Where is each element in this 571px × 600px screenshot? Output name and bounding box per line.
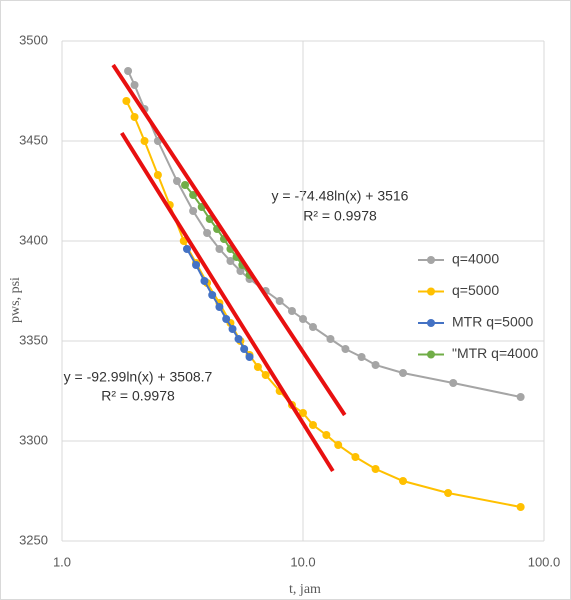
data-point <box>287 307 296 315</box>
data-point <box>253 363 262 371</box>
data-point <box>308 323 317 331</box>
data-point <box>245 353 254 361</box>
data-point <box>444 489 453 497</box>
data-point <box>228 325 237 333</box>
trend-equation: y = -92.99ln(x) + 3508.7 <box>64 369 213 385</box>
data-point <box>130 113 139 121</box>
data-point <box>299 409 307 417</box>
legend-marker <box>427 350 435 359</box>
data-point <box>172 177 181 185</box>
data-point <box>334 441 343 449</box>
data-point <box>215 303 224 311</box>
data-point <box>449 379 458 387</box>
data-point <box>299 315 307 323</box>
data-point <box>122 97 131 105</box>
legend-marker <box>427 256 435 264</box>
trend-equation: y = -74.48ln(x) + 3516 <box>272 188 409 204</box>
legend-label: q=4000 <box>452 251 499 267</box>
trend-line <box>111 63 347 417</box>
data-point <box>200 277 209 285</box>
data-point <box>203 229 212 237</box>
y-tick-label: 3450 <box>19 132 48 147</box>
data-point <box>516 393 525 401</box>
data-point <box>357 353 366 361</box>
y-tick-label: 3250 <box>19 532 48 547</box>
y-tick-label: 3300 <box>19 432 48 447</box>
legend-marker <box>427 287 435 296</box>
data-point <box>124 67 133 75</box>
series-line <box>184 184 251 276</box>
y-tick-label: 3400 <box>19 232 48 247</box>
data-point <box>140 137 149 145</box>
legend-marker <box>427 319 435 327</box>
data-point <box>240 345 249 353</box>
data-point <box>308 421 317 429</box>
data-point <box>189 191 198 199</box>
x-tick-label: 100.0 <box>528 554 561 569</box>
legend-label: q=5000 <box>452 282 499 298</box>
x-axis-title: t, jam <box>289 582 321 597</box>
grid <box>61 40 545 542</box>
y-tick-label: 3500 <box>19 32 48 47</box>
trend-line <box>120 131 335 473</box>
y-tick-label: 3350 <box>19 332 48 347</box>
data-point <box>275 297 284 305</box>
data-point <box>326 335 335 343</box>
data-point <box>189 207 198 215</box>
data-point <box>371 361 380 369</box>
series-line <box>186 248 251 358</box>
x-tick-label: 10.0 <box>290 554 315 569</box>
data-point <box>182 245 191 253</box>
y-axis-title: pws, psi <box>8 277 23 323</box>
data-point <box>234 335 243 343</box>
legend-label: "MTR q=4000 <box>452 345 539 361</box>
data-point <box>399 477 408 485</box>
data-point <box>181 181 190 189</box>
data-point <box>261 371 270 379</box>
trend-r2: R² = 0.9978 <box>303 208 377 224</box>
trend-r2: R² = 0.9978 <box>101 388 175 404</box>
legend-label: MTR q=5000 <box>452 314 534 330</box>
data-point <box>153 171 162 179</box>
data-point <box>226 257 235 265</box>
data-point <box>130 81 139 89</box>
data-point <box>516 503 525 511</box>
data-point <box>192 261 201 269</box>
x-tick-label: 1.0 <box>53 554 71 569</box>
data-point <box>399 369 408 377</box>
data-point <box>322 431 331 439</box>
data-point <box>351 453 360 461</box>
data-point <box>215 245 224 253</box>
data-point <box>371 465 380 473</box>
data-point <box>222 315 231 323</box>
data-point <box>341 345 350 353</box>
data-point <box>208 291 217 299</box>
data-point <box>236 267 245 275</box>
